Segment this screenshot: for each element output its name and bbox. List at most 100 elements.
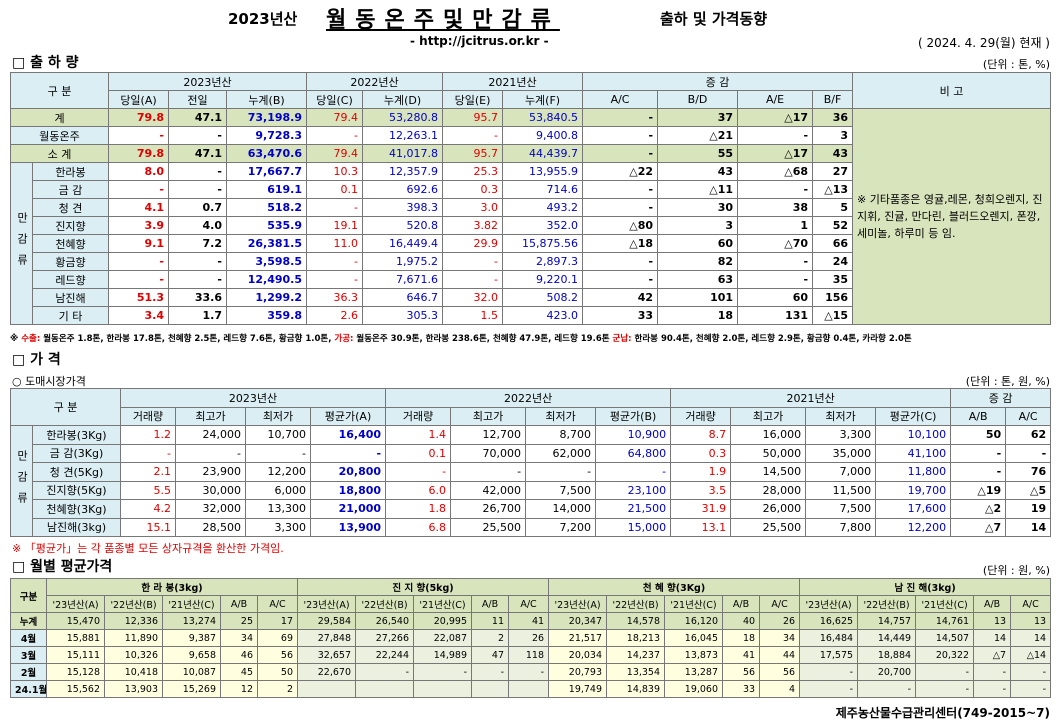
cell: 10,700 (245, 425, 311, 445)
cell: 21,517 (548, 629, 608, 647)
cell: 2 (471, 629, 510, 647)
cell (413, 680, 473, 698)
cell: △17 (737, 108, 814, 127)
data-row: 4월 15,881 11,890 9,387 34 69 27,848 27,266 22,08… (10, 629, 1052, 647)
date: ( 2024. 4. 29(월) 현재 ) (918, 36, 1050, 50)
cell: 13,300 (245, 499, 311, 519)
header-cell: A/C (508, 595, 550, 613)
cell: 41 (722, 646, 761, 664)
cell: 26,540 (355, 612, 415, 630)
cell: 50 (256, 663, 299, 681)
cell: - (306, 198, 363, 217)
remark: ※ 기타품종은 영귤,레몬, 청희오렌지, 진지휘, 진귤, 만다린, 블러드오… (852, 108, 1052, 325)
cell: 16,625 (799, 612, 859, 630)
cell: 1.7 (168, 306, 227, 325)
cell: 9.1 (108, 234, 169, 253)
data-row: 금 감(3Kg) - - - -0.1 70,000 62,000 64,800 0.3 50,0… (11, 443, 1052, 463)
cell: - (737, 252, 814, 271)
row-label: 24.1월 (10, 680, 47, 698)
cell: 32,000 (175, 499, 246, 519)
section-title: □ 월별 평균가격 (12, 559, 113, 575)
cell: 30,000 (175, 480, 246, 500)
cell: 26 (508, 629, 550, 647)
cell: 79.8 (108, 108, 169, 127)
header-cell: A/C (759, 595, 801, 613)
cell: 46 (220, 646, 258, 664)
row-label: 청 견 (32, 198, 109, 217)
footnote: ※ 수출: 월동온주 1.8톤, 한라봉 17.8톤, 천혜향 2.5톤, 레드… (10, 332, 912, 344)
cell: 7,200 (525, 517, 597, 537)
cell: 16,120 (664, 612, 724, 630)
cell: 62 (1005, 425, 1052, 445)
cell: 0.3 (670, 443, 732, 463)
cell: 520.8 (361, 216, 444, 235)
cell: 714.6 (502, 180, 584, 199)
header-cell: A/B (471, 595, 510, 613)
cell: 15.1 (120, 517, 176, 537)
cell: 2.1 (120, 462, 176, 482)
data-row: 24.1월 15,562 13,903 15,269 12 2 19,749 14,839 19… (10, 680, 1052, 698)
data-row: 만감류 한라봉(3Kg) 1.2 24,000 10,700 16,400 1.4 12,70… (10, 425, 1052, 537)
cell: 15,875.56 (502, 234, 584, 253)
footnote-part: 월동온주 1.8톤, 한라봉 17.8톤, 천혜향 2.5톤, 레드향 7.6톤… (40, 334, 335, 344)
cell: 41,100 (875, 443, 952, 463)
row-label: 청 견(5Kg) (32, 462, 121, 482)
header-cell: 천 혜 향(3Kg) (548, 578, 801, 596)
cell: △15 (812, 306, 854, 325)
header-cell: '23년산(A) (799, 595, 859, 613)
cell: 7,671.6 (361, 270, 444, 289)
cell: 12,200 (875, 517, 952, 537)
cell: 13,354 (606, 663, 666, 681)
cell: 14,500 (730, 462, 807, 482)
cell: 50 (950, 425, 1007, 445)
cell: 9,220.1 (502, 270, 584, 289)
cell: - (973, 663, 1012, 681)
cell (471, 680, 510, 698)
row-label: 4월 (10, 629, 47, 647)
cell: 13,903 (104, 680, 163, 698)
cell: △22 (582, 162, 659, 181)
row-label: 진지향 (32, 216, 109, 235)
header-cell: '22년산(B) (857, 595, 917, 613)
url: - http://jcitrus.or.kr - (410, 34, 549, 48)
cell: - (737, 180, 814, 199)
cell: - (168, 270, 227, 289)
cell: 1 (737, 216, 814, 235)
data-row: 소 계 79.8 47.1 63,470.6 79.4 41,017.8 95.7 44,43… (10, 144, 1051, 163)
header-cell: 2023년산 (108, 72, 307, 91)
cell: 29.9 (442, 234, 504, 253)
cell: 17 (256, 612, 299, 630)
cell: - (355, 663, 415, 681)
monthly-table: 구분 한 라 봉(3kg) 진 지 향(5kg) 천 혜 향(3Kg) 남 진 해(3k… (10, 578, 1052, 698)
cell: 52 (812, 216, 854, 235)
data-row: 청 견(5Kg) 2.1 23,900 12,200 20,800- - - -1.9 14,5… (11, 462, 1052, 482)
header-cell: A/E (737, 90, 814, 109)
cell: 14,000 (525, 499, 597, 519)
cell: - (950, 443, 1007, 463)
row-label: 기 타 (32, 306, 109, 325)
cell: 24,000 (175, 425, 246, 445)
cell: 14 (1005, 517, 1052, 537)
cell: 12 (220, 680, 258, 698)
cell: 18,800 (309, 480, 387, 500)
cell: 15,128 (46, 663, 105, 681)
cell: △5 (1005, 480, 1052, 500)
cell: 398.3 (361, 198, 444, 217)
cell: 9,728.3 (226, 126, 307, 145)
section-title: □ 출 하 량 (12, 55, 79, 71)
cell: - (442, 252, 504, 271)
cell: 25,500 (450, 517, 527, 537)
cell: 6.0 (385, 480, 452, 500)
cell: 64,800 (595, 443, 672, 463)
header-cell: 당일(C) (306, 90, 363, 109)
header-cell: 전일 (168, 90, 227, 109)
data-row: 금 감 - -619.1 0.1 692.6 0.3 714.6- △11- △13 (11, 180, 1051, 199)
cell: 15,470 (46, 612, 105, 630)
cell: - (442, 126, 504, 145)
header-cell: '23년산(A) (46, 595, 105, 613)
cell: 17,575 (799, 646, 859, 664)
cell: - (525, 462, 597, 482)
cell: △2 (950, 499, 1007, 519)
cell: 12,200 (245, 462, 311, 482)
cell: 12,357.9 (361, 162, 444, 181)
